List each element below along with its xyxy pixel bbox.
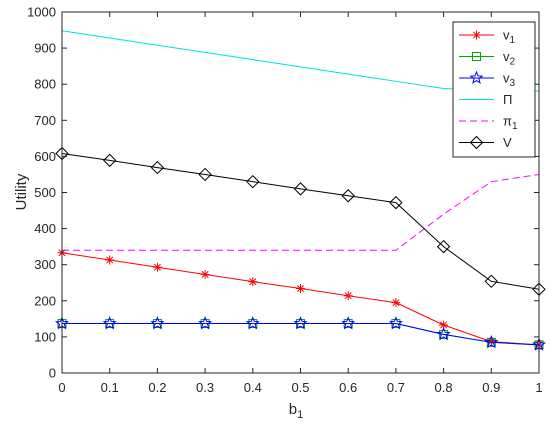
- series-4: [62, 173, 540, 251]
- legend-label-sub-4: 1: [512, 121, 518, 132]
- data-point-2-6: [341, 316, 356, 330]
- legend-marker-1: [472, 52, 481, 61]
- legend-label-1: v2: [503, 49, 516, 68]
- legend-label-2: v3: [503, 71, 516, 90]
- legend-label-sub-1: 2: [510, 57, 516, 68]
- x-axis-title-main: b: [289, 401, 297, 418]
- series-line-4: [62, 173, 540, 251]
- legend-label-name-2: v: [503, 71, 510, 86]
- x-tick-label: 0.2: [148, 380, 166, 395]
- data-point-2-8: [436, 327, 451, 341]
- data-point-5-8: [436, 239, 451, 254]
- x-tick-label: 0.7: [387, 380, 405, 395]
- legend-label-0: v1: [503, 28, 516, 47]
- data-point-0-2-stroke: [153, 263, 161, 271]
- x-tick-label: 0.1: [101, 380, 119, 395]
- series-0: [57, 248, 544, 350]
- data-point-2-4: [245, 316, 260, 330]
- x-tick-label: 1: [535, 380, 542, 395]
- legend-label-name-3: Π: [503, 92, 512, 107]
- data-point-0-6: [343, 291, 353, 301]
- data-point-0-2: [152, 262, 162, 272]
- legend-label-sub-0: 1: [510, 35, 516, 46]
- legend-marker-0-stroke: [472, 31, 481, 39]
- data-point-2-2: [150, 316, 165, 330]
- y-tick-label: 200: [34, 293, 56, 308]
- data-point-5-3: [198, 167, 212, 182]
- data-point-0-8-stroke: [440, 321, 448, 329]
- series-layer: [54, 30, 547, 351]
- data-point-5-1: [102, 153, 117, 168]
- data-point-0-6-stroke: [344, 292, 352, 300]
- series-line-5: [61, 153, 540, 290]
- data-point-5-6: [341, 189, 355, 203]
- legend-label-4: π1: [503, 114, 518, 133]
- x-tick-label: 0.3: [196, 380, 214, 395]
- x-tick-label: 0.6: [339, 380, 357, 395]
- x-tick-label: 0.9: [482, 380, 500, 395]
- legend-label-sub-2: 3: [510, 78, 516, 89]
- series-line-2: [62, 323, 540, 346]
- y-tick-label: 400: [34, 221, 56, 236]
- data-point-0-7: [391, 298, 401, 308]
- legend-item-5: V: [459, 135, 512, 150]
- legend-label-5: V: [503, 135, 512, 150]
- data-point-5-9: [484, 274, 499, 289]
- data-point-5-2: [150, 160, 165, 175]
- legend-label-name-1: v: [503, 49, 510, 64]
- y-tick-label: 0: [49, 366, 56, 381]
- y-tick-label: 800: [34, 77, 56, 92]
- y-tick-label: 600: [34, 149, 56, 164]
- y-tick-label: 900: [34, 41, 56, 56]
- legend-marker-0: [472, 30, 481, 40]
- data-point-5-5: [293, 182, 308, 196]
- data-point-5-7: [389, 195, 403, 210]
- data-point-0-8: [439, 320, 449, 330]
- x-tick-label: 0.8: [435, 380, 453, 395]
- legend-marker-2: [469, 70, 484, 84]
- legend-item-2: v3: [459, 70, 516, 90]
- legend-label-name-0: v: [503, 28, 510, 43]
- y-tick-label: 300: [34, 257, 56, 272]
- legend-label-3: Π: [503, 92, 512, 107]
- data-point-0-1-stroke: [106, 256, 114, 264]
- data-point-0-7-stroke: [392, 299, 400, 307]
- x-tick-label: 0.4: [244, 380, 262, 395]
- x-tick-label: 0: [58, 380, 65, 395]
- data-point-0-3-stroke: [201, 270, 209, 278]
- data-point-2-9: [484, 334, 499, 349]
- data-point-2-7: [388, 316, 403, 330]
- data-point-2-5: [293, 316, 308, 330]
- data-point-0-1: [105, 255, 115, 265]
- data-point-0-4: [248, 277, 258, 287]
- legend-marker-5: [469, 135, 484, 150]
- data-point-2-1: [102, 316, 117, 330]
- x-axis-title-sub: 1: [297, 409, 303, 421]
- data-point-0-3: [200, 269, 210, 279]
- y-tick-label: 1000: [27, 5, 56, 20]
- legend-item-0: v1: [459, 28, 516, 47]
- y-tick-label: 700: [34, 113, 56, 128]
- legend-item-1: v2: [459, 49, 516, 68]
- legend-item-4: π1: [459, 114, 518, 133]
- data-point-0-4-stroke: [249, 278, 257, 286]
- data-point-5-4: [246, 174, 260, 189]
- legend-box: [452, 21, 536, 158]
- legend-label-name-5: V: [503, 135, 512, 150]
- series-2: [54, 316, 547, 351]
- axes-layer: 0 0.1 0.2 0.3 0.4 0.5 0.6 0.7 0.8 0.9 1 0 100 200 300 4…: [27, 5, 543, 396]
- x-tick-label: 0.5: [291, 380, 309, 395]
- data-point-0-5: [296, 284, 305, 294]
- y-axis-title: Utility: [13, 173, 30, 210]
- data-point-2-3: [198, 316, 213, 330]
- data-point-0-5-stroke: [296, 284, 305, 293]
- legend-item-3: Π: [459, 92, 512, 107]
- legend-label-name-4: π: [503, 114, 512, 129]
- y-tick-label: 500: [34, 185, 56, 200]
- x-axis-title: b1: [289, 401, 303, 421]
- y-tick-label: 100: [34, 329, 56, 344]
